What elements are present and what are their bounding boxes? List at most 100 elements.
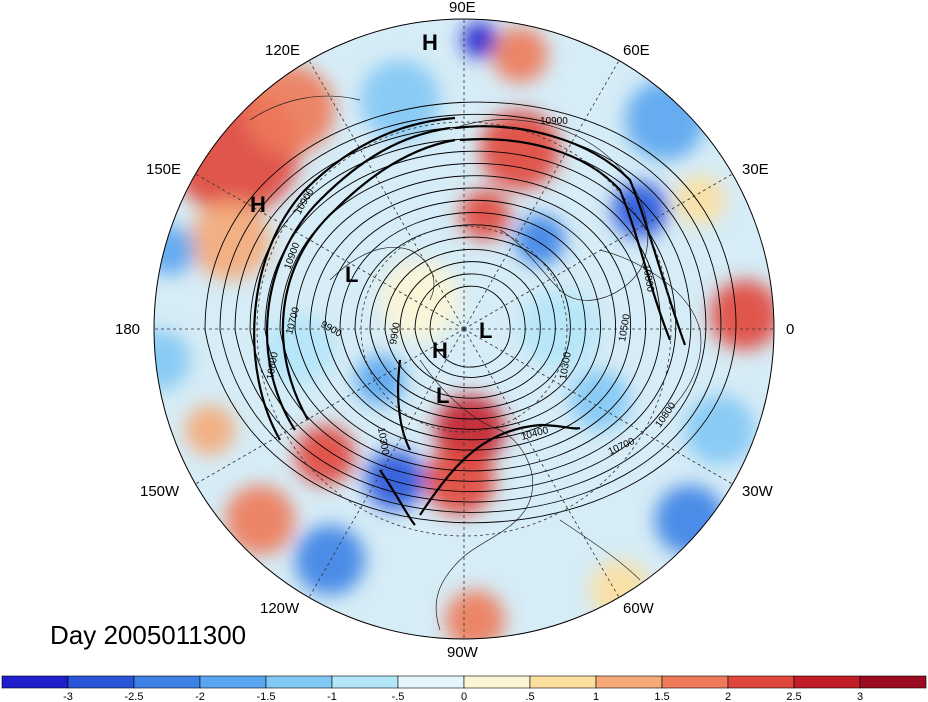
anomaly-blob	[492, 27, 548, 83]
contour-label: 10300	[558, 351, 574, 381]
colorbar-tick-label: 1.5	[654, 691, 669, 702]
colorbar-swatch	[199, 675, 267, 689]
colorbar-swatch	[1, 675, 69, 689]
height-contour	[384, 249, 556, 399]
anomaly-blob	[685, 395, 755, 465]
anomaly-blob	[460, 190, 510, 240]
colorbar-tick-label: -1.5	[257, 691, 276, 702]
longitude-label-90w: 90W	[447, 644, 479, 661]
anomaly-blob	[480, 110, 560, 190]
anomaly-blob	[245, 65, 335, 155]
meridian-line	[195, 328, 465, 485]
anomaly-blob	[445, 590, 505, 639]
meridian-line	[308, 328, 465, 598]
colorbar-tick-label: -1	[327, 691, 337, 702]
colorbar-swatch	[397, 675, 465, 689]
colorbar-tick-label: 2	[725, 691, 731, 702]
colorbar-tick-label: -.5	[392, 691, 405, 702]
colorbar-tick-label: 1	[593, 691, 599, 702]
colorbar-swatch	[331, 675, 399, 689]
contour-label: 10800	[640, 264, 656, 294]
contour-label: 10900	[540, 116, 568, 127]
meridian-line	[308, 60, 465, 330]
contour-label: 10800	[265, 351, 281, 381]
longitude-label-150e: 150E	[146, 161, 181, 178]
anomaly-blob	[355, 355, 405, 405]
colorbar-tick-label: 2.5	[786, 691, 801, 702]
graticule	[154, 19, 774, 639]
jet-pacific-contour	[253, 116, 456, 441]
colorbar-swatch	[727, 675, 795, 689]
anomaly-field	[154, 19, 774, 639]
polar-stereographic-map: 10900 10900 10900 10800 10700 9900 9900 …	[115, 0, 794, 661]
contour-label: 9900	[388, 321, 403, 345]
anomaly-blob	[520, 290, 600, 370]
anomaly-blob	[710, 280, 774, 350]
longitude-labels: 90E 60E 30E 0 30W 60W 90W 120W 150W 180 …	[115, 0, 794, 661]
low-pressure-marker: L	[345, 262, 358, 287]
jet-atlantic-contour	[459, 138, 672, 341]
meridian-line	[195, 173, 465, 330]
meridian-line	[463, 328, 733, 485]
anomaly-blob	[462, 22, 498, 58]
height-contour	[339, 212, 601, 430]
colorbar-swatches	[1, 675, 927, 689]
colorbar: -3 -2.5 -2 -1.5 -1 -.5 0 .5 1 1.5 2 2.5 3	[1, 675, 927, 702]
anomaly-blob	[425, 445, 495, 515]
colorbar-swatch	[463, 675, 531, 689]
colorbar-tick-label: -2.5	[125, 691, 144, 702]
longitude-label-0: 0	[786, 321, 794, 338]
colorbar-tick-label: 0	[461, 691, 467, 702]
anomaly-blob	[154, 330, 190, 390]
high-pressure-marker: H	[422, 30, 438, 55]
colorbar-swatch	[793, 675, 861, 689]
jet-pacific-contour	[281, 138, 456, 421]
anomaly-blob	[225, 485, 295, 555]
colorbar-swatch	[661, 675, 729, 689]
height-contour	[369, 236, 571, 410]
height-contour	[294, 175, 646, 461]
colorbar-swatch	[265, 675, 333, 689]
colorbar-tick-label: -3	[63, 691, 73, 702]
colorbar-swatch	[67, 675, 135, 689]
anomaly-blob	[295, 425, 355, 485]
height-contour	[249, 138, 692, 493]
map-boundary	[153, 18, 775, 640]
longitude-label-30w: 30W	[742, 483, 774, 500]
anomaly-blob	[655, 485, 725, 555]
jet-contours	[253, 116, 687, 526]
height-contours	[204, 101, 737, 524]
height-contour	[219, 113, 722, 513]
anomaly-blob	[360, 60, 440, 140]
colorbar-ticks: -3 -2.5 -2 -1.5 -1 -.5 0 .5 1 1.5 2 2.5 3	[63, 691, 863, 702]
anomaly-blob	[570, 370, 630, 430]
jet-na-contour	[379, 469, 416, 526]
longitude-label-30e: 30E	[742, 161, 769, 178]
colorbar-swatch	[859, 675, 927, 689]
pressure-centers: H H L L H L	[250, 30, 492, 408]
colorbar-swatch	[133, 675, 201, 689]
longitude-label-120w: 120W	[260, 600, 300, 617]
longitude-label-120e: 120E	[265, 42, 300, 59]
longitude-label-90e: 90E	[449, 0, 476, 16]
height-contour	[264, 150, 677, 482]
height-contour	[204, 101, 737, 524]
contour-label: 10300	[375, 427, 391, 457]
anomaly-blob	[190, 200, 270, 280]
height-contour	[354, 224, 586, 420]
high-pressure-marker: H	[250, 192, 266, 217]
meridian-line	[463, 328, 620, 598]
meridian-line	[463, 60, 620, 330]
anomaly-blob	[185, 405, 235, 455]
high-pressure-marker: H	[432, 338, 448, 363]
contour-label: 10500	[617, 313, 633, 343]
longitude-label-180: 180	[115, 321, 140, 338]
colorbar-swatch	[529, 675, 597, 689]
height-contour	[414, 273, 526, 378]
height-contour	[324, 199, 616, 441]
date-label: Day 2005011300	[50, 620, 247, 650]
anomaly-blob	[154, 225, 195, 275]
anomaly-blob	[380, 260, 460, 340]
longitude-label-150w: 150W	[140, 483, 180, 500]
height-contour	[429, 285, 511, 368]
